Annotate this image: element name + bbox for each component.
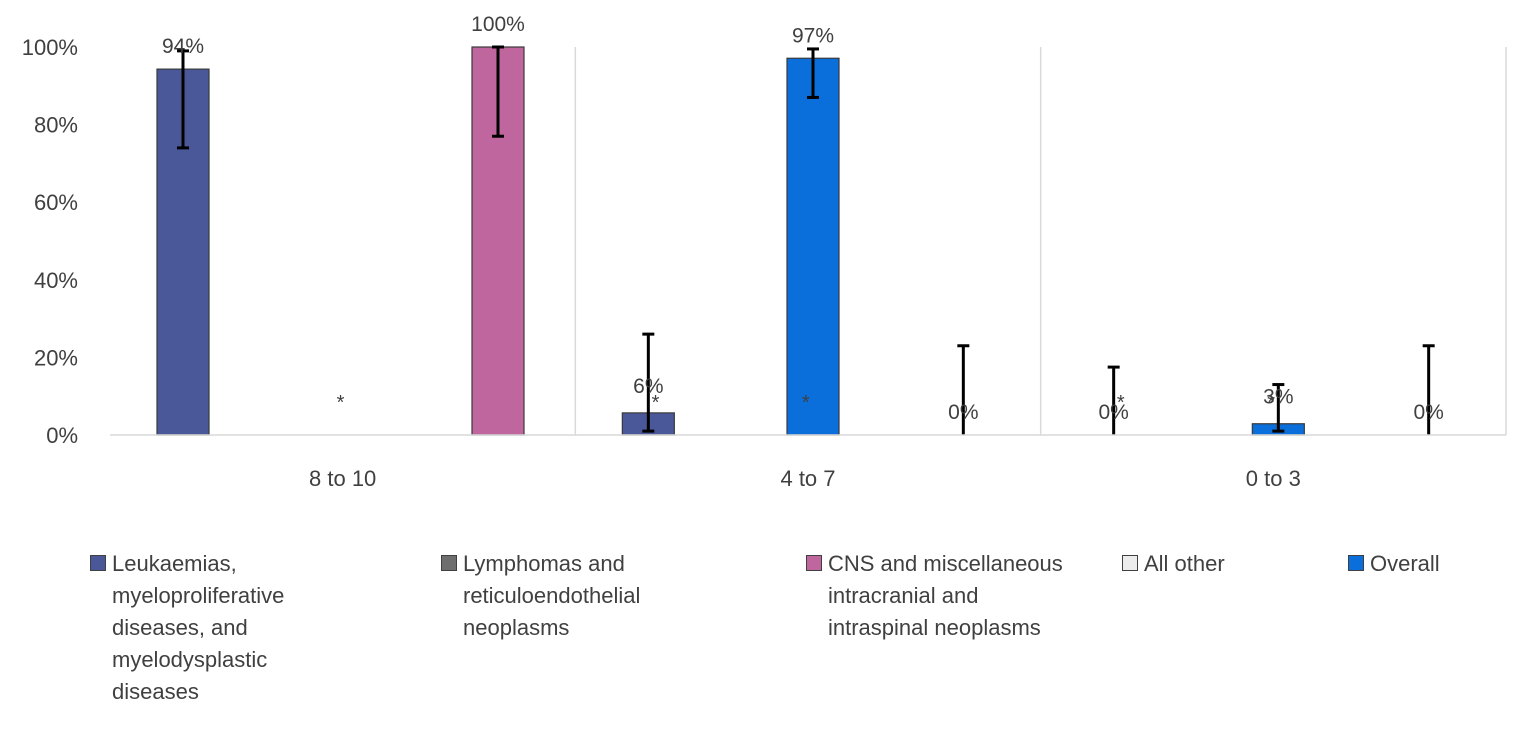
legend-label: Overall (1370, 551, 1440, 576)
legend-item: CNS and miscellaneous intracranial and i… (806, 548, 1066, 644)
bar (786, 57, 840, 436)
suppressed-marker: * (1267, 392, 1275, 414)
suppressed-marker: * (337, 392, 345, 414)
data-label: 3% (1263, 386, 1293, 409)
x-category-label: 4 to 7 (780, 466, 835, 491)
data-label: 0% (948, 401, 978, 424)
x-category-label: 0 to 3 (1246, 466, 1301, 491)
data-label: 100% (471, 13, 525, 36)
legend-label: Lymphomas and reticuloendothelial neopla… (463, 551, 641, 640)
legend-label: All other (1144, 551, 1225, 576)
suppressed-marker: * (802, 392, 810, 414)
data-label: 0% (1413, 401, 1443, 424)
legend-item: Leukaemias, myeloproliferative diseases,… (90, 548, 350, 708)
chart-legend: Leukaemias, myeloproliferative diseases,… (0, 548, 1516, 735)
data-label: 97% (792, 24, 834, 47)
bar-chart: 0%20%40%60%80%100% 94%*100%*97%8 to 106%*… (22, 13, 1507, 491)
legend-item: Lymphomas and reticuloendothelial neopla… (441, 548, 741, 644)
legend-swatch (1122, 555, 1138, 571)
x-category-label: 8 to 10 (309, 466, 376, 491)
y-tick-label: 100% (22, 35, 78, 60)
data-label: 0% (1098, 401, 1128, 424)
suppressed-marker: * (652, 392, 660, 414)
suppressed-marker: * (1117, 392, 1125, 414)
legend-item: Overall (1348, 548, 1508, 580)
legend-label: Leukaemias, myeloproliferative diseases,… (112, 551, 285, 704)
legend-swatch (441, 555, 457, 571)
y-tick-label: 20% (34, 345, 78, 370)
y-tick-label: 80% (34, 113, 78, 138)
data-label: 6% (633, 375, 663, 398)
legend-label: CNS and miscellaneous intracranial and i… (828, 551, 1063, 640)
y-tick-label: 60% (34, 190, 78, 215)
legend-item: All other (1122, 548, 1322, 580)
y-tick-label: 0% (46, 423, 78, 448)
y-tick-label: 40% (34, 268, 78, 293)
legend-swatch (1348, 555, 1364, 571)
data-label: 94% (162, 35, 204, 58)
legend-swatch (806, 555, 822, 571)
legend-swatch (90, 555, 106, 571)
